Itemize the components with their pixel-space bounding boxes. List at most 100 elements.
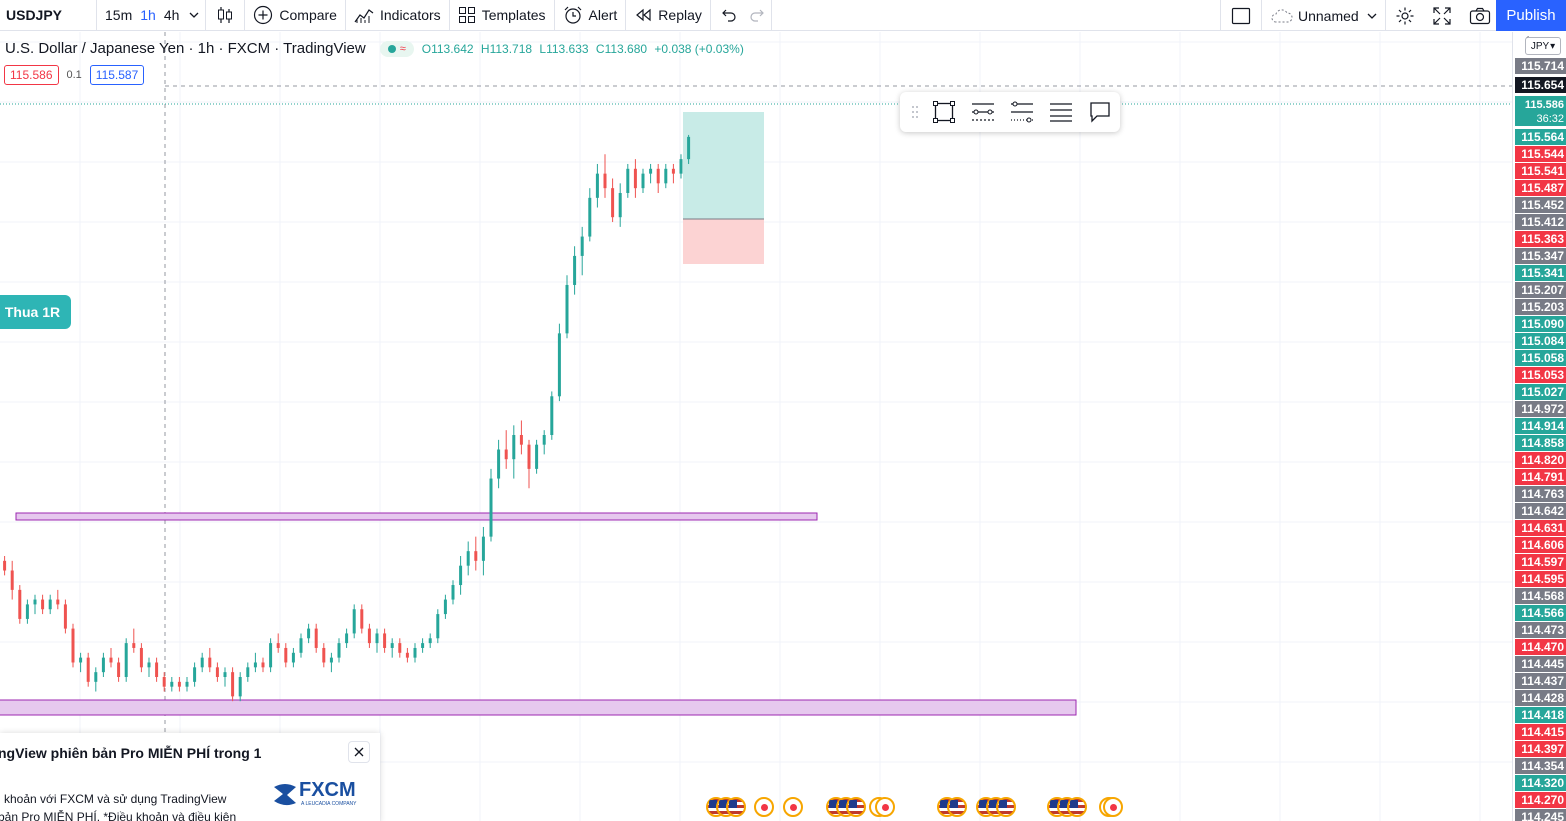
price-chart[interactable] — [0, 32, 1512, 821]
candle-body-up — [253, 662, 257, 668]
us-flag-icon — [1067, 797, 1087, 817]
plus-circle-icon — [254, 5, 273, 25]
candle-body-down — [56, 599, 60, 605]
redo-button[interactable] — [743, 0, 771, 31]
event-marker-us[interactable] — [706, 797, 746, 817]
candle-body-down — [215, 667, 219, 677]
interval-dropdown[interactable] — [183, 0, 205, 31]
candle-body-up — [413, 647, 417, 658]
settings-button[interactable] — [1386, 0, 1424, 31]
candle-body-down — [314, 628, 318, 648]
compare-button[interactable]: Compare — [245, 0, 345, 31]
alert-button[interactable]: Alert — [555, 0, 626, 31]
promo-text-line2: bản Pro MIỄN PHÍ. *Điều khoản và điều ki… — [0, 810, 237, 821]
layout-name-button[interactable]: Unnamed — [1262, 0, 1385, 31]
gear-icon — [1396, 7, 1414, 24]
candle-body-down — [656, 168, 660, 184]
event-marker[interactable] — [869, 797, 895, 817]
currency-selector[interactable]: JPY ▾ — [1525, 37, 1561, 55]
add-text-button[interactable] — [1080, 92, 1119, 132]
candle-body-up — [124, 643, 128, 677]
interval-15m[interactable]: 15m — [105, 7, 133, 23]
candle-body-up — [443, 599, 447, 615]
market-status-badge[interactable]: ≈ — [379, 40, 414, 57]
indicators-button[interactable]: Indicators — [346, 0, 449, 31]
line-width-button[interactable] — [1002, 92, 1041, 132]
candle-body-down — [71, 628, 75, 663]
indicators-icon — [354, 9, 374, 23]
symbol-search-button[interactable]: USDJPY — [6, 7, 63, 23]
replay-button[interactable]: Replay — [626, 0, 710, 31]
candle-body-up — [573, 255, 577, 285]
price-scale[interactable]: 1 JPY▾ 115.714115.564115.544115.541115.4… — [1512, 32, 1566, 821]
price-axis-label: 114.597 — [1515, 554, 1566, 570]
candle-body-up — [550, 396, 554, 435]
buy-button[interactable]: 115.587 — [89, 65, 145, 85]
fullscreen-select-button[interactable] — [1221, 0, 1261, 31]
event-dot-icon — [875, 797, 895, 817]
line-width-icon — [1010, 101, 1033, 123]
candle-body-up — [459, 565, 463, 586]
price-axis-label: 114.245 — [1515, 809, 1566, 821]
symbol-title[interactable]: U.S. Dollar / Japanese Yen · 1h · FXCM ·… — [5, 40, 366, 57]
event-marker[interactable] — [783, 797, 803, 817]
spread-value: 0.1 — [66, 69, 82, 81]
candle-body-up — [588, 197, 592, 237]
divider — [1261, 0, 1262, 31]
interval-1h[interactable]: 1h — [140, 7, 156, 23]
candle-body-down — [603, 173, 607, 189]
current-price-label: 115.586 36:32 — [1515, 96, 1566, 126]
candle-body-down — [322, 647, 326, 663]
candle-body-up — [246, 667, 250, 677]
candle-body-up — [307, 628, 311, 639]
candle-body-down — [10, 570, 14, 590]
candle-body-up — [238, 677, 242, 697]
rewind-icon — [636, 8, 651, 22]
publish-button[interactable]: Publish — [1496, 0, 1566, 31]
price-axis-label: 114.566 — [1515, 605, 1566, 621]
trade-note-label[interactable]: Thua 1R — [0, 295, 71, 329]
compare-label: Compare — [279, 7, 337, 23]
fullscreen-button[interactable] — [1424, 0, 1460, 31]
templates-icon — [458, 7, 475, 23]
undo-icon — [722, 9, 736, 22]
event-marker-us[interactable] — [976, 797, 1016, 817]
event-dot-icon — [754, 797, 774, 817]
fxcm-swoosh-icon — [274, 784, 296, 806]
buy-sell-panel: 115.586 0.1 115.587 — [4, 65, 145, 85]
templates-button[interactable]: Templates — [450, 0, 554, 31]
candle-body-down — [611, 188, 615, 218]
promo-banner[interactable]: ngView phiên bản Pro MIỄN PHÍ trong 1 FX… — [0, 733, 380, 821]
line-style-button[interactable] — [963, 92, 1002, 132]
chart-type-button[interactable] — [206, 0, 244, 31]
drag-handle[interactable] — [906, 92, 924, 132]
event-marker[interactable] — [754, 797, 774, 817]
status-wave-icon: ≈ — [399, 42, 406, 55]
price-axis-label: 114.595 — [1515, 571, 1566, 587]
promo-close-button[interactable] — [348, 741, 370, 763]
undo-button[interactable] — [711, 0, 743, 31]
rectangle-tool-button[interactable] — [924, 92, 963, 132]
fxcm-tagline: A LEUCADIA COMPANY — [301, 801, 357, 807]
fxcm-logo[interactable]: FXCM A LEUCADIA COMPANY — [271, 779, 367, 811]
event-marker-us[interactable] — [937, 797, 967, 817]
chart-pane[interactable]: U.S. Dollar / Japanese Yen · 1h · FXCM ·… — [0, 32, 1512, 821]
candle-body-down — [86, 657, 90, 682]
economic-events-row — [700, 797, 1140, 817]
event-marker-us[interactable] — [1047, 797, 1087, 817]
promo-text-line1: i khoản với FXCM và sử dụng TradingView — [0, 792, 227, 806]
candle-body-up — [649, 168, 653, 174]
divider — [205, 0, 207, 31]
settings-lines-button[interactable] — [1041, 92, 1080, 132]
candle-body-down — [504, 449, 508, 460]
us-flag-icon — [996, 797, 1016, 817]
cloud-icon — [1271, 8, 1293, 22]
event-marker-us[interactable] — [826, 797, 866, 817]
event-marker[interactable] — [1099, 797, 1123, 817]
snapshot-button[interactable] — [1460, 0, 1500, 31]
price-axis-label: 114.763 — [1515, 486, 1566, 502]
sell-button[interactable]: 115.586 — [4, 65, 59, 85]
candle-body-up — [269, 643, 273, 668]
interval-4h[interactable]: 4h — [163, 7, 180, 23]
